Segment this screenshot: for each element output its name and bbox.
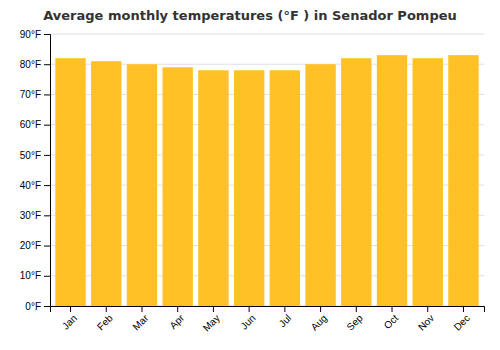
tick-label: Dec <box>452 312 472 332</box>
tick-mark <box>213 306 214 312</box>
bars <box>55 55 478 306</box>
plot-area: 0°F 10°F 20°F 30°F 40°F 50°F 60°F 70°F 80°F 90°F J… <box>20 29 485 334</box>
tick-label: 70°F <box>20 89 41 100</box>
tick: Feb <box>95 306 115 332</box>
tick-mark <box>141 306 142 312</box>
tick: 50°F <box>20 150 50 161</box>
tick-label: 50°F <box>20 150 41 161</box>
tick-mark <box>70 306 71 312</box>
tick-label: Jan <box>60 312 79 331</box>
bar <box>234 70 264 306</box>
bar <box>305 64 335 306</box>
tick-label: 30°F <box>20 210 41 221</box>
tick: 40°F <box>20 180 50 191</box>
grid <box>50 34 484 306</box>
tick: 90°F <box>20 29 50 40</box>
tick: Oct <box>382 306 401 331</box>
bar <box>341 58 371 306</box>
bar <box>377 55 407 306</box>
tick-mark <box>427 306 428 312</box>
tick-label: 20°F <box>20 240 41 251</box>
tick-mark <box>356 306 357 312</box>
tick-label: Nov <box>416 312 436 332</box>
tick-label: Sep <box>344 312 365 333</box>
bar <box>448 55 478 306</box>
tick: Dec <box>452 306 472 333</box>
tick-label: Feb <box>95 312 115 332</box>
bar <box>55 58 85 306</box>
tick-mark <box>249 306 250 312</box>
bar <box>270 70 300 306</box>
tick-mark <box>44 246 50 247</box>
bar <box>413 58 443 306</box>
tick-mark <box>44 64 50 65</box>
bar <box>127 64 157 306</box>
tick: Nov <box>416 306 436 333</box>
title: Average monthly temperatures (°F ) in Se… <box>43 8 457 23</box>
tick-label: Jul <box>277 312 294 329</box>
x-axis: Jan Feb Mar Apr May Jun Jul Aug Sep Oct Nov Dec <box>51 306 485 334</box>
axis-line <box>51 307 485 313</box>
tick: Jan <box>60 306 79 332</box>
tick-mark <box>44 276 50 277</box>
tick: Jun <box>238 306 257 332</box>
tick: May <box>201 306 222 334</box>
tick-mark <box>44 125 50 126</box>
tick-label: Jun <box>238 312 257 331</box>
tick-mark <box>44 306 50 307</box>
chart: 0°F 10°F 20°F 30°F 40°F 50°F 60°F 70°F 80°F 90°F J… <box>0 0 500 350</box>
tick-mark <box>44 34 50 35</box>
tick-label: May <box>201 312 222 333</box>
tick: 20°F <box>20 240 50 251</box>
tick-label: 80°F <box>20 59 41 70</box>
tick-mark <box>463 306 464 312</box>
tick: 80°F <box>20 59 50 70</box>
tick-mark <box>106 306 107 312</box>
tick-mark <box>44 94 50 95</box>
tick: Aug <box>309 306 329 333</box>
bar <box>163 67 193 306</box>
tick-mark <box>177 306 178 312</box>
tick: 10°F <box>20 270 50 281</box>
axis-line <box>44 35 51 307</box>
tick-mark <box>284 306 285 312</box>
tick: 60°F <box>20 119 50 130</box>
bar <box>198 70 228 306</box>
tick-mark <box>44 185 50 186</box>
bar <box>91 61 121 306</box>
tick: 30°F <box>20 210 50 221</box>
tick: Apr <box>167 306 186 331</box>
tick-label: 40°F <box>20 180 41 191</box>
tick-label: Mar <box>130 312 150 332</box>
tick-mark <box>44 155 50 156</box>
y-axis: 0°F 10°F 20°F 30°F 40°F 50°F 60°F 70°F 80°F 90°F <box>20 29 51 312</box>
tick-label: Aug <box>309 312 329 332</box>
tick-mark <box>320 306 321 312</box>
tick: 0°F <box>25 301 50 312</box>
tick-label: Oct <box>382 312 401 331</box>
tick-mark <box>44 215 50 216</box>
tick-label: 10°F <box>20 270 41 281</box>
grid-line <box>50 34 484 35</box>
tick-label: 0°F <box>25 301 41 312</box>
tick: Jul <box>277 306 294 329</box>
tick-label: 60°F <box>20 119 41 130</box>
tick: Sep <box>344 306 365 333</box>
tick-label: 90°F <box>20 29 41 40</box>
tick-label: Apr <box>167 312 186 331</box>
tick: Mar <box>130 306 150 332</box>
tick-mark <box>392 306 393 312</box>
tick: 70°F <box>20 89 50 100</box>
